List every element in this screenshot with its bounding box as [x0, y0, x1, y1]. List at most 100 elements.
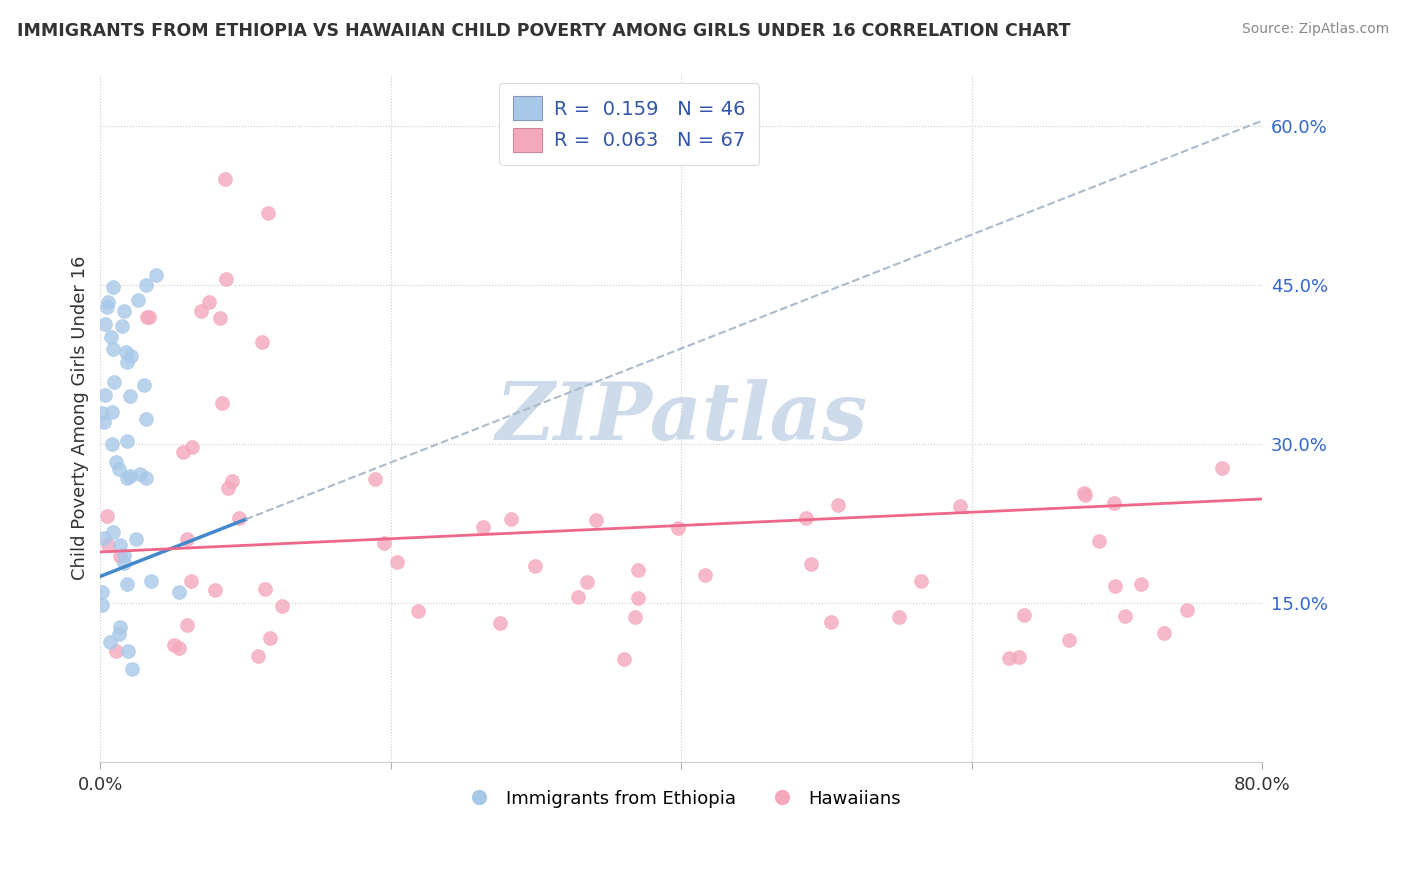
Point	[124, 532, 146, 546]
Point	[103, 280, 125, 294]
Point	[176, 618, 198, 632]
Point	[472, 520, 495, 534]
Point	[112, 548, 135, 562]
Point	[176, 532, 198, 546]
Point	[1014, 608, 1036, 623]
Point	[889, 610, 911, 624]
Point	[115, 434, 138, 448]
Point	[949, 499, 972, 513]
Point	[211, 396, 233, 410]
Point	[93, 415, 115, 429]
Point	[215, 272, 238, 286]
Point	[107, 627, 129, 641]
Point	[209, 311, 232, 326]
Point	[576, 575, 599, 590]
Point	[90, 585, 112, 599]
Point	[998, 651, 1021, 665]
Point	[1153, 625, 1175, 640]
Point	[204, 582, 226, 597]
Point	[501, 512, 523, 526]
Point	[115, 470, 138, 484]
Point	[197, 295, 219, 310]
Point	[408, 604, 430, 618]
Point	[120, 349, 142, 363]
Point	[1129, 576, 1152, 591]
Point	[172, 445, 194, 459]
Point	[115, 576, 138, 591]
Point	[626, 591, 648, 606]
Point	[246, 648, 269, 663]
Point	[693, 567, 716, 582]
Point	[104, 644, 127, 658]
Point	[98, 635, 121, 649]
Point	[108, 620, 131, 634]
Point	[107, 462, 129, 476]
Point	[167, 641, 190, 656]
Point	[1008, 650, 1031, 665]
Point	[121, 663, 143, 677]
Point	[96, 300, 118, 314]
Point	[135, 471, 157, 485]
Point	[523, 559, 546, 574]
Text: Source: ZipAtlas.com: Source: ZipAtlas.com	[1241, 22, 1389, 37]
Point	[135, 310, 157, 324]
Point	[117, 644, 139, 658]
Point	[228, 510, 250, 524]
Point	[101, 405, 124, 419]
Point	[1074, 488, 1097, 502]
Point	[489, 615, 512, 630]
Point	[1114, 608, 1136, 623]
Point	[373, 536, 395, 550]
Point	[108, 538, 131, 552]
Point	[163, 638, 186, 652]
Point	[627, 563, 650, 577]
Point	[108, 549, 131, 564]
Point	[1175, 602, 1198, 616]
Point	[120, 389, 142, 403]
Point	[259, 631, 281, 645]
Point	[138, 310, 160, 324]
Point	[141, 574, 163, 588]
Point	[256, 206, 278, 220]
Point	[101, 524, 124, 539]
Point	[180, 574, 202, 589]
Point	[167, 584, 190, 599]
Point	[585, 512, 607, 526]
Point	[217, 481, 239, 495]
Point	[250, 334, 273, 349]
Point	[623, 610, 645, 624]
Point	[820, 615, 842, 629]
Point	[117, 355, 139, 369]
Point	[90, 598, 112, 612]
Point	[180, 440, 202, 454]
Point	[613, 652, 636, 666]
Point	[94, 318, 117, 332]
Point	[97, 538, 120, 552]
Point	[96, 509, 118, 524]
Point	[115, 344, 138, 359]
Point	[794, 511, 817, 525]
Point	[800, 557, 823, 571]
Point	[94, 388, 117, 402]
Point	[104, 454, 127, 468]
Point	[120, 469, 142, 483]
Point	[1102, 496, 1125, 510]
Point	[112, 556, 135, 570]
Point	[101, 342, 124, 356]
Point	[1059, 632, 1081, 647]
Point	[1211, 460, 1233, 475]
Point	[100, 330, 122, 344]
Point	[127, 293, 149, 307]
Point	[1088, 534, 1111, 549]
Point	[97, 294, 120, 309]
Point	[128, 467, 150, 481]
Point	[190, 304, 212, 318]
Point	[93, 531, 115, 545]
Point	[385, 555, 408, 569]
Point	[112, 304, 135, 318]
Point	[827, 498, 849, 512]
Point	[135, 277, 157, 292]
Point	[90, 406, 112, 420]
Point	[103, 375, 125, 389]
Point	[214, 172, 236, 186]
